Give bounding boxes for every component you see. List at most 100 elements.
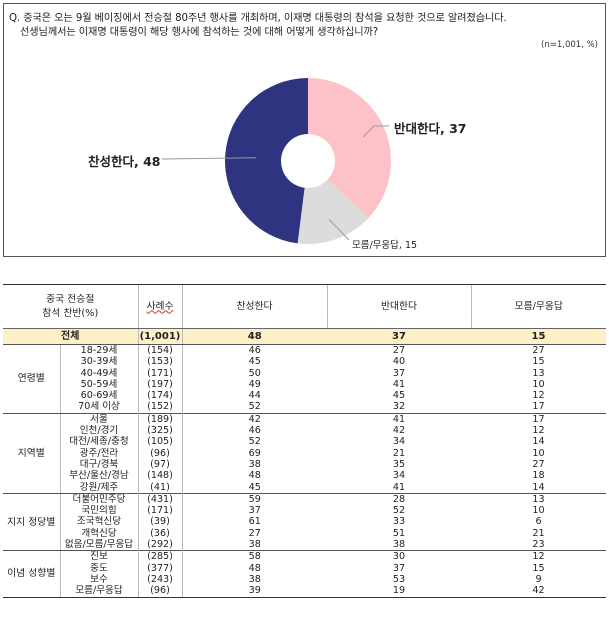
row-n: (189) bbox=[137, 412, 183, 426]
row-oppose: 21 bbox=[392, 447, 406, 459]
question-line-1: Q. 중국은 오는 9월 베이징에서 전승절 80주년 행사를 개최하며, 이재… bbox=[9, 13, 507, 24]
row-unknown: 27 bbox=[471, 344, 606, 357]
row-label: 50-59세 bbox=[80, 378, 118, 390]
row-oppose: 27 bbox=[327, 344, 471, 357]
row-label: 강원/제주 bbox=[79, 481, 119, 493]
slice-label-support: 찬성한다, 48 bbox=[88, 154, 161, 169]
table-row: 국민의힘 (171) 37 52 10 bbox=[3, 505, 606, 517]
row-oppose: 45 bbox=[392, 390, 406, 402]
table-row: 강원/제주 (41) 45 41 14 bbox=[3, 481, 606, 494]
table-row: 지역별 서울 (189) 42 41 17 bbox=[3, 412, 606, 494]
row-n: (154) bbox=[137, 344, 183, 357]
row-oppose: 34 bbox=[392, 436, 406, 448]
row-support: 48 bbox=[248, 470, 261, 482]
row-n: (152) bbox=[137, 401, 183, 414]
total-unknown: 15 bbox=[471, 328, 606, 345]
total-n: (1,001) bbox=[137, 328, 183, 345]
row-unknown: 12 bbox=[532, 390, 545, 402]
row-support: 50 bbox=[248, 367, 261, 379]
row-oppose: 37 bbox=[392, 562, 406, 574]
table-row: 지지 정당별 더불어민주당 (431) 59 28 13 bbox=[3, 492, 606, 552]
table-row: 조국혁신당 (39) 61 33 6 bbox=[3, 516, 606, 528]
row-n: (39) bbox=[137, 516, 183, 528]
slice-oppose bbox=[308, 78, 391, 218]
group-label: 지역별 bbox=[3, 412, 61, 494]
row-unknown: 42 bbox=[471, 585, 606, 598]
row-n: (153) bbox=[137, 356, 183, 368]
row-n: (292) bbox=[137, 539, 183, 551]
row-support: 38 bbox=[248, 573, 261, 585]
table-row: 없음/모름/무응답 (292) 38 38 23 bbox=[3, 539, 606, 551]
row-n: (171) bbox=[137, 367, 183, 379]
row-n: (96) bbox=[137, 447, 183, 459]
row-unknown: 15 bbox=[532, 356, 545, 368]
row-unknown: 21 bbox=[532, 527, 545, 539]
table-row: 이념 성향별 진보 (285) 58 30 12 bbox=[3, 550, 606, 598]
slice-support bbox=[225, 78, 308, 244]
row-support: 49 bbox=[248, 378, 261, 390]
row-unknown: 13 bbox=[471, 492, 606, 506]
row-label: 없음/모름/무응답 bbox=[64, 539, 134, 551]
row-support: 39 bbox=[182, 585, 327, 598]
group-label: 이념 성향별 bbox=[3, 550, 61, 598]
row-unknown: 13 bbox=[532, 367, 545, 379]
row-n: (285) bbox=[137, 550, 183, 563]
row-support: 38 bbox=[248, 539, 261, 551]
table-row: 보수 (243) 38 53 9 bbox=[3, 573, 606, 586]
row-unknown: 9 bbox=[535, 573, 542, 585]
row-oppose: 34 bbox=[392, 470, 406, 482]
row-support: 52 bbox=[248, 401, 261, 413]
row-label: 진보 bbox=[60, 550, 138, 563]
row-unknown: 23 bbox=[532, 539, 545, 551]
row-oppose: 35 bbox=[392, 458, 406, 470]
question-line-2: 선생님께서는 이재명 대통령이 해당 행사에 참석하는 것에 대해 어떻게 생각… bbox=[20, 27, 379, 38]
row-label: 개혁신당 bbox=[81, 527, 117, 539]
sample-note: (n=1,001, %) bbox=[541, 40, 598, 50]
row-oppose: 53 bbox=[392, 573, 406, 585]
leader-line-oppose bbox=[362, 125, 389, 138]
row-oppose: 19 bbox=[327, 585, 471, 598]
row-n: (171) bbox=[137, 505, 183, 517]
row-n: (97) bbox=[137, 458, 183, 471]
table-row: 부산/울산/경남 (148) 48 34 18 bbox=[3, 470, 606, 482]
row-oppose: 51 bbox=[392, 527, 406, 539]
row-unknown: 17 bbox=[471, 412, 606, 426]
total-oppose: 37 bbox=[327, 328, 471, 345]
row-unknown: 14 bbox=[532, 436, 545, 448]
row-unknown: 12 bbox=[532, 425, 545, 437]
row-n: (377) bbox=[137, 562, 183, 574]
row-label: 광주/전라 bbox=[79, 447, 119, 459]
table-row: 60-69세 (174) 44 45 12 bbox=[3, 390, 606, 402]
row-unknown: 10 bbox=[532, 447, 545, 459]
row-label: 보수 bbox=[90, 573, 108, 585]
row-label: 조국혁신당 bbox=[76, 516, 122, 528]
row-n: (325) bbox=[137, 425, 183, 437]
total-row: 전체 (1,001) 48 37 15 bbox=[3, 328, 606, 345]
row-label: 18-29세 bbox=[60, 344, 138, 357]
row-n: (197) bbox=[137, 378, 183, 391]
row-unknown: 14 bbox=[532, 481, 545, 493]
header-unknown: 모름/무응답 bbox=[470, 284, 606, 329]
row-oppose: 52 bbox=[392, 505, 406, 517]
row-label: 70세 이상 bbox=[78, 401, 120, 413]
header-support: 찬성한다 bbox=[181, 284, 327, 329]
slice-label-oppose: 반대한다, 37 bbox=[394, 121, 467, 136]
row-label: 국민의힘 bbox=[81, 505, 117, 517]
table-body: 전체 (1,001) 48 37 15 연령별 18-29세 (154) 46 27 27… bbox=[3, 328, 606, 598]
table-header-row: 중국 전승절 참석 찬반(%) 사례수 찬성한다 반대한다 모름/무응답 bbox=[3, 284, 606, 329]
row-label: 대구/경북 bbox=[79, 458, 119, 470]
row-n: (105) bbox=[137, 436, 183, 448]
row-oppose: 30 bbox=[327, 550, 471, 563]
row-oppose: 41 bbox=[392, 481, 406, 493]
row-unknown: 15 bbox=[532, 562, 545, 574]
row-support: 48 bbox=[248, 562, 261, 574]
leader-line-unknown bbox=[328, 218, 350, 241]
row-label: 대전/세종/충청 bbox=[69, 436, 129, 448]
row-unknown: 6 bbox=[535, 516, 542, 528]
table-row: 연령별 18-29세 (154) 46 27 27 bbox=[3, 344, 606, 414]
row-support: 46 bbox=[182, 344, 327, 357]
group-label: 연령별 bbox=[3, 344, 61, 414]
row-n: (96) bbox=[137, 585, 183, 598]
row-label: 40-49세 bbox=[80, 367, 118, 379]
table-row: 인천/경기 (325) 46 42 12 bbox=[3, 425, 606, 437]
